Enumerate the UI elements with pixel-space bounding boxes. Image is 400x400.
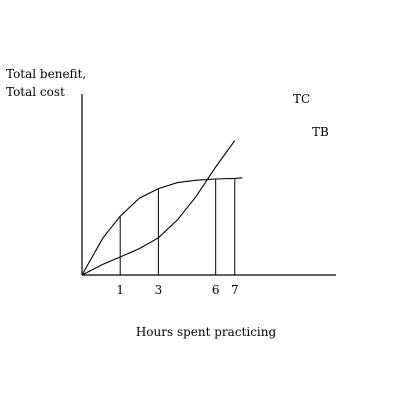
x-axis-label: Hours spent practicing xyxy=(136,325,277,339)
x-tick-label-7: 7 xyxy=(231,283,239,297)
x-tick-label-1: 1 xyxy=(116,283,124,297)
chart-labels: 1 3 6 7 TC TB Total benefit, Total cost Hours sp… xyxy=(6,67,329,339)
y-axis-label-line-2: Total cost xyxy=(6,85,65,99)
series-line-tb xyxy=(81,177,243,276)
chart-marks xyxy=(81,94,336,276)
x-tick-label-3: 3 xyxy=(155,283,163,297)
x-tick-label-6: 6 xyxy=(212,283,220,297)
series-label-tc: TC xyxy=(293,92,310,106)
series-label-tb: TB xyxy=(312,125,329,139)
y-axis-label-line-1: Total benefit, xyxy=(6,67,86,81)
